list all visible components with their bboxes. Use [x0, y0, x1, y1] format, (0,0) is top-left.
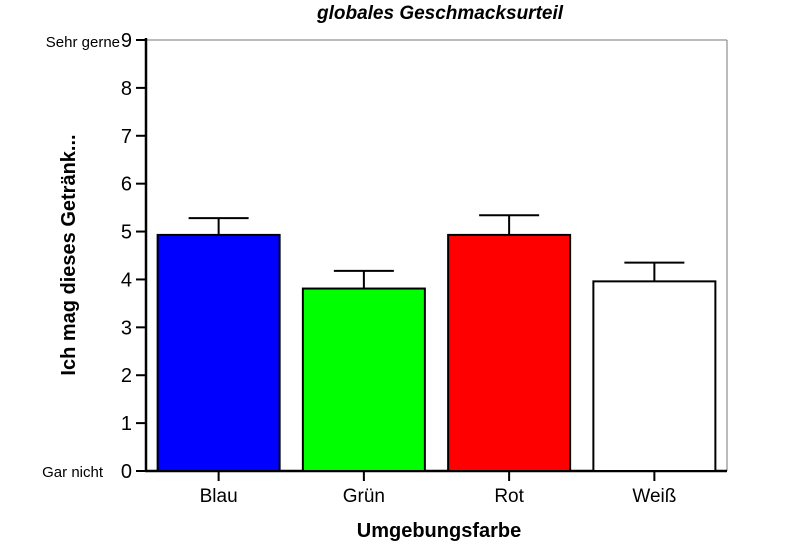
- y-tick-label: 1: [121, 413, 132, 435]
- x-tick-label-Weiß: Weiß: [632, 486, 676, 507]
- y-axis: 0 1 2 3 4 5 6 7 8 9: [121, 30, 146, 483]
- bar-Weiß: [592, 280, 717, 472]
- y-text-label-bottom: Gar nicht: [42, 464, 104, 481]
- y-tick-label: 0: [121, 461, 132, 483]
- x-tick-label-Rot: Rot: [494, 486, 524, 507]
- x-axis: Blau Grün Rot Weiß: [200, 471, 676, 507]
- y-tick-label: 4: [121, 269, 132, 291]
- y-tick-label: 9: [121, 30, 132, 52]
- y-tick-label: 8: [121, 78, 132, 100]
- bar-Grün: [301, 287, 426, 472]
- x-axis-label: Umgebungsfarbe: [357, 520, 521, 542]
- chart-title: globales Geschmacksurteil: [316, 3, 564, 24]
- y-tick-label: 2: [121, 365, 132, 387]
- y-axis-label: Ich mag dieses Getränk...: [58, 134, 80, 375]
- bars-group: [156, 233, 717, 472]
- x-tick-label-Blau: Blau: [200, 486, 238, 507]
- y-tick-label: 3: [121, 317, 132, 339]
- y-tick-label: 7: [121, 126, 132, 148]
- bar-Rot: [447, 233, 572, 472]
- x-tick-label-Grün: Grün: [343, 486, 385, 507]
- y-tick-label: 6: [121, 174, 132, 196]
- y-text-label-top: Sehr gerne: [46, 34, 120, 51]
- bar-Blau: [156, 233, 281, 472]
- y-tick-label: 5: [121, 222, 132, 244]
- error-bars-group: [188, 214, 685, 289]
